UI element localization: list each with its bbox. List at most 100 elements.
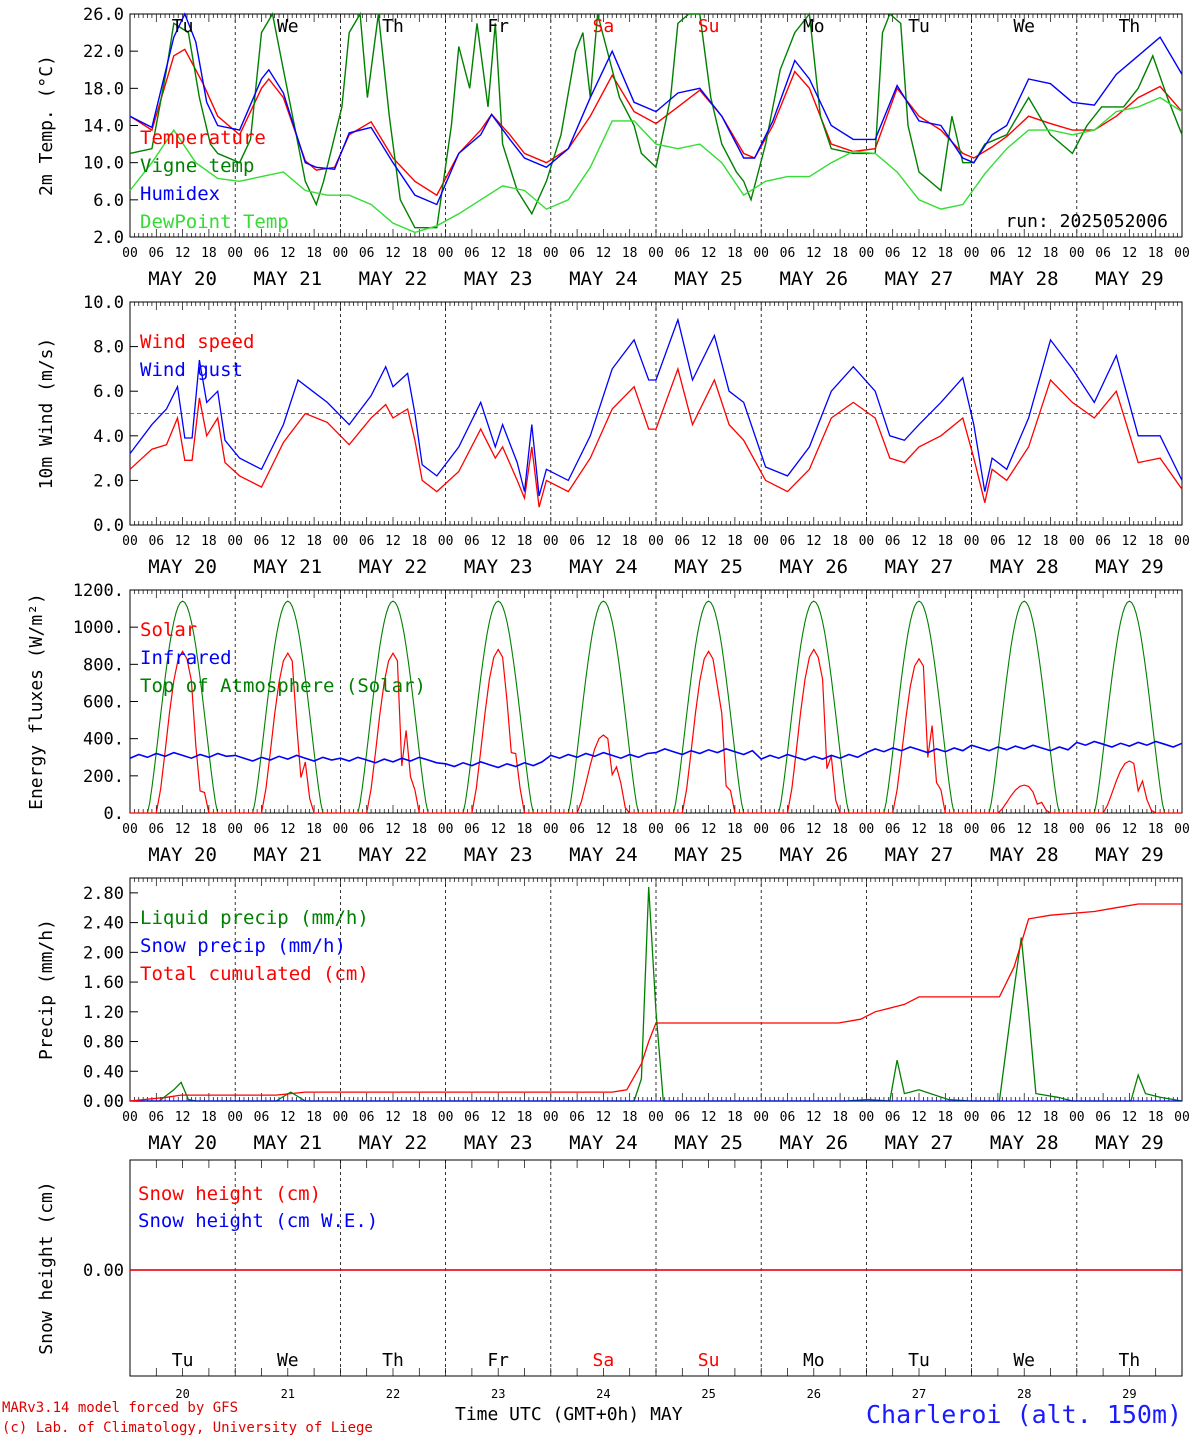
hour-tick-label: 18	[727, 534, 743, 549]
hour-tick-label: 12	[806, 534, 822, 549]
hour-tick-label: 00	[1069, 246, 1085, 261]
date-label: MAY 28	[990, 556, 1059, 578]
hour-tick-label: 18	[622, 1110, 638, 1125]
hour-tick-label: 12	[701, 1110, 717, 1125]
date-label: MAY 26	[779, 1132, 848, 1154]
hour-tick-label: 18	[306, 534, 322, 549]
date-label: MAY 20	[148, 268, 217, 290]
hour-tick-label: 12	[596, 246, 612, 261]
y-tick-label: 0.	[104, 804, 124, 824]
hour-tick-label: 12	[490, 246, 506, 261]
hour-tick-label: 06	[780, 246, 796, 261]
hour-tick-label: 06	[148, 822, 164, 837]
hour-tick-label: 18	[201, 1110, 217, 1125]
date-label: MAY 20	[148, 1132, 217, 1154]
hour-tick-label: 18	[937, 1110, 953, 1125]
y-axis-label: Snow height (cm)	[36, 1181, 57, 1354]
date-label: MAY 22	[359, 844, 428, 866]
date-label: MAY 22	[359, 556, 428, 578]
hour-tick-label: 12	[385, 822, 401, 837]
hour-tick-label: 12	[806, 1110, 822, 1125]
y-tick-label: 8.0	[93, 338, 124, 358]
hour-tick-label: 00	[227, 534, 243, 549]
day-number: 20	[175, 1387, 189, 1401]
y-tick-label: 22.0	[83, 42, 124, 62]
legend-wind-speed: Wind speed	[140, 331, 254, 353]
run-annotation: run: 2025052006	[1005, 211, 1168, 232]
weekday-label: Tu	[172, 16, 194, 37]
date-label: MAY 24	[569, 1132, 638, 1154]
date-label: MAY 20	[148, 844, 217, 866]
hour-tick-label: 18	[201, 534, 217, 549]
date-label: MAY 26	[779, 844, 848, 866]
hour-tick-label: 06	[464, 534, 480, 549]
hour-tick-label: 00	[122, 822, 138, 837]
hour-tick-label: 18	[517, 246, 533, 261]
hour-tick-label: 12	[596, 1110, 612, 1125]
hour-tick-label: 00	[1174, 1110, 1190, 1125]
hour-tick-label: 06	[359, 822, 375, 837]
series-wind-gust	[129, 317, 1183, 497]
weekday-label: We	[1013, 1350, 1035, 1371]
hour-tick-label: 00	[1069, 1110, 1085, 1125]
hour-tick-label: 12	[806, 246, 822, 261]
hour-tick-label: 18	[727, 1110, 743, 1125]
date-label: MAY 29	[1095, 1132, 1164, 1154]
hour-tick-label: 18	[411, 246, 427, 261]
hour-tick-label: 18	[306, 822, 322, 837]
date-label: MAY 25	[674, 556, 743, 578]
hour-tick-label: 06	[359, 1110, 375, 1125]
legend-wind-gust: Wind gust	[140, 359, 243, 381]
hour-tick-label: 00	[543, 534, 559, 549]
hour-tick-label: 00	[964, 822, 980, 837]
time-axis-label: Time UTC (GMT+0h) MAY	[455, 1404, 683, 1425]
y-tick-label: 6.0	[93, 191, 124, 211]
day-number: 26	[807, 1387, 821, 1401]
hour-tick-label: 12	[911, 246, 927, 261]
day-number: 21	[281, 1387, 295, 1401]
y-tick-label: 10.0	[83, 293, 124, 313]
hour-tick-label: 06	[359, 246, 375, 261]
y-tick-label: 0.0	[93, 516, 124, 536]
hour-tick-label: 18	[727, 822, 743, 837]
hour-tick-label: 18	[201, 246, 217, 261]
weekday-label: Fr	[487, 1350, 509, 1371]
hour-tick-label: 00	[438, 822, 454, 837]
series-dewpoint-temp	[129, 96, 1183, 234]
hour-tick-label: 12	[1122, 246, 1138, 261]
hour-tick-label: 06	[148, 1110, 164, 1125]
hour-tick-label: 18	[1043, 1110, 1059, 1125]
hour-tick-label: 12	[701, 534, 717, 549]
date-label: MAY 24	[569, 268, 638, 290]
hour-tick-label: 00	[543, 246, 559, 261]
y-tick-label: 1200.	[73, 581, 124, 601]
date-label: MAY 29	[1095, 556, 1164, 578]
hour-tick-label: 12	[1122, 822, 1138, 837]
hour-tick-label: 06	[569, 822, 585, 837]
legend-snow-height-cm-: Snow height (cm)	[138, 1183, 321, 1205]
series-humidex	[129, 12, 1183, 206]
y-tick-label: 2.00	[83, 943, 124, 963]
hour-tick-label: 00	[753, 822, 769, 837]
hour-tick-label: 06	[674, 822, 690, 837]
weekday-label: We	[1013, 16, 1035, 37]
hour-tick-label: 00	[753, 1110, 769, 1125]
hour-tick-label: 06	[1095, 1110, 1111, 1125]
hour-tick-label: 06	[990, 534, 1006, 549]
hour-tick-label: 06	[885, 534, 901, 549]
hour-tick-label: 12	[385, 1110, 401, 1125]
hour-tick-label: 18	[832, 1110, 848, 1125]
hour-tick-label: 06	[674, 246, 690, 261]
y-tick-label: 14.0	[83, 117, 124, 137]
hour-tick-label: 12	[280, 1110, 296, 1125]
hour-tick-label: 12	[280, 822, 296, 837]
date-label: MAY 21	[253, 556, 322, 578]
hour-tick-label: 18	[517, 1110, 533, 1125]
date-label: MAY 23	[464, 268, 533, 290]
y-tick-label: 0.00	[83, 1261, 124, 1281]
hour-tick-label: 18	[517, 822, 533, 837]
hour-tick-label: 18	[306, 1110, 322, 1125]
hour-tick-label: 06	[359, 534, 375, 549]
hour-tick-label: 12	[175, 534, 191, 549]
panel-3	[129, 589, 1183, 814]
